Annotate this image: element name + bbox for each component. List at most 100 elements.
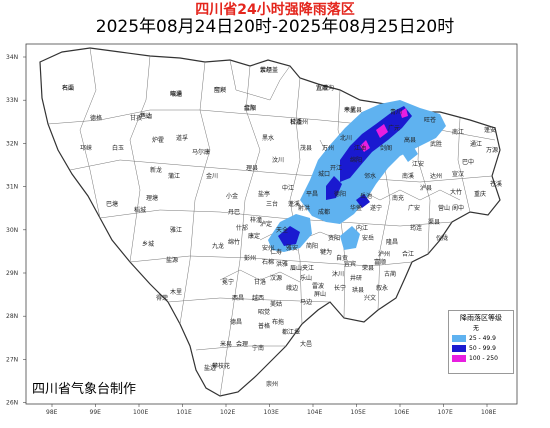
rain-area-100-250 xyxy=(360,108,408,152)
place-label: 芦山 xyxy=(140,112,152,120)
place-label: 理塘 xyxy=(146,194,158,202)
place-label: 绵竹 xyxy=(228,238,240,246)
legend-item-100-250: 100 - 250 xyxy=(449,354,513,363)
x-tick-label: 103E xyxy=(264,409,279,416)
place-label: 平昌 xyxy=(306,191,318,198)
place-label: 中江 xyxy=(282,184,294,192)
place-label: 邛崃 xyxy=(80,144,92,152)
place-label: 开江 xyxy=(330,165,342,172)
place-label: 安州 xyxy=(262,244,274,252)
place-label: 富顺 xyxy=(374,258,386,266)
place-label: 雷波 xyxy=(312,282,324,290)
place-label: 南江 xyxy=(452,128,464,136)
place-label: 苍溪 xyxy=(490,180,502,188)
place-label: 合江 xyxy=(402,250,414,258)
place-label: 营山 xyxy=(438,204,450,212)
place-label: 石渠 xyxy=(62,84,74,92)
place-label: 岳池 xyxy=(360,192,372,200)
legend-label: 无 xyxy=(473,325,480,332)
place-label: 宁南 xyxy=(252,344,264,352)
place-label: 简阳 xyxy=(306,242,318,250)
place-label: 渠县 xyxy=(428,218,440,226)
place-label: 大邑 xyxy=(300,340,312,348)
place-label: 自贡 xyxy=(336,254,348,262)
place-label: 洪雅 xyxy=(276,260,288,268)
place-label: 泸县 xyxy=(420,184,432,192)
place-label: 沐川 xyxy=(332,270,344,278)
legend-label: 25 - 49.9 xyxy=(469,335,496,342)
place-label: 珙县 xyxy=(352,286,364,294)
place-label: 大竹 xyxy=(450,188,462,196)
place-label: 隆昌 xyxy=(386,238,398,246)
place-label: 雅安 xyxy=(286,244,298,252)
place-label: 甘洛 xyxy=(254,278,266,286)
x-tick-label: 107E xyxy=(438,409,453,416)
place-label: 木里县 xyxy=(344,106,362,114)
place-label: 剑阁 xyxy=(380,144,392,152)
legend-item-none: 无 xyxy=(449,324,513,333)
place-label: 江安 xyxy=(412,160,424,168)
y-tick-label: 27N xyxy=(6,356,18,363)
place-label: 蓬安 xyxy=(484,126,496,134)
place-label: 木里 xyxy=(170,288,182,296)
place-label: 平武 xyxy=(344,106,356,114)
county-boundaries xyxy=(47,47,496,397)
place-label: 安岳 xyxy=(362,234,374,242)
place-label: 雅江 xyxy=(170,226,182,234)
place-label: 井研 xyxy=(350,274,362,282)
place-label: 新龙 xyxy=(150,166,162,174)
place-label: 若尔盖 xyxy=(260,66,278,74)
y-tick-label: 33N xyxy=(6,97,18,104)
place-label: 汉源 xyxy=(270,274,282,282)
place-label: 攀枝花 xyxy=(212,362,230,370)
legend-title: 降雨落区等级 xyxy=(460,314,502,322)
place-label: 松潘 xyxy=(290,118,302,126)
place-label: 蓬溪 xyxy=(288,200,300,208)
place-label: 马尔康 xyxy=(192,148,210,156)
x-axis: 98E 99E 100E 101E 102E 103E 104E 105E 106E 107E 10… xyxy=(46,404,496,416)
y-tick-label: 31N xyxy=(6,184,18,191)
place-label: 叙永 xyxy=(376,284,388,292)
place-label: 内江 xyxy=(356,224,368,232)
place-label: 黑水 xyxy=(262,134,274,142)
place-label: 梓潼 xyxy=(250,216,262,224)
place-label: 乡城 xyxy=(142,241,154,248)
place-label: 巴中 xyxy=(462,158,474,166)
place-label: 广元 xyxy=(388,124,400,132)
place-label: 冕宁 xyxy=(222,278,234,286)
place-label: 武胜 xyxy=(430,140,442,148)
place-label: 仪陇 xyxy=(436,234,448,242)
legend-label: 100 - 250 xyxy=(469,355,498,362)
legend-swatch xyxy=(452,345,466,352)
place-label: 美姑 xyxy=(270,300,282,308)
place-label: 射洪 xyxy=(298,204,310,212)
x-tick-label: 106E xyxy=(394,409,409,416)
place-label: 九龙 xyxy=(212,242,224,250)
place-label: 德格 xyxy=(90,114,102,122)
legend-swatch xyxy=(452,335,466,342)
place-label: 遂宁 xyxy=(370,204,382,212)
place-label: 西昌 xyxy=(232,295,244,302)
place-label: 荥经 xyxy=(260,66,272,74)
place-label: 什邡 xyxy=(236,224,248,232)
place-label: 峨边 xyxy=(286,284,298,292)
place-label: 古蔺 xyxy=(384,270,396,278)
place-label: 绵阳 xyxy=(350,156,362,164)
y-tick-label: 30N xyxy=(6,227,18,234)
place-label: 夹江 xyxy=(302,264,314,272)
x-tick-label: 98E xyxy=(46,409,58,416)
place-label: 青川 xyxy=(390,108,402,116)
x-tick-label: 99E xyxy=(90,409,102,416)
place-label: 宣汉 xyxy=(452,170,464,178)
place-label: 金阳 xyxy=(244,104,256,112)
place-label: 盐亭 xyxy=(258,190,270,198)
place-label: 兴文 xyxy=(364,294,376,302)
place-label: 宣威 xyxy=(316,84,328,92)
place-label: 崇州 xyxy=(266,381,278,388)
place-label: 屏山 xyxy=(314,290,326,298)
place-label: 高县 xyxy=(404,136,416,144)
legend-item-25-49: 25 - 49.9 xyxy=(449,334,513,343)
place-label: 宜宾 xyxy=(344,260,356,268)
